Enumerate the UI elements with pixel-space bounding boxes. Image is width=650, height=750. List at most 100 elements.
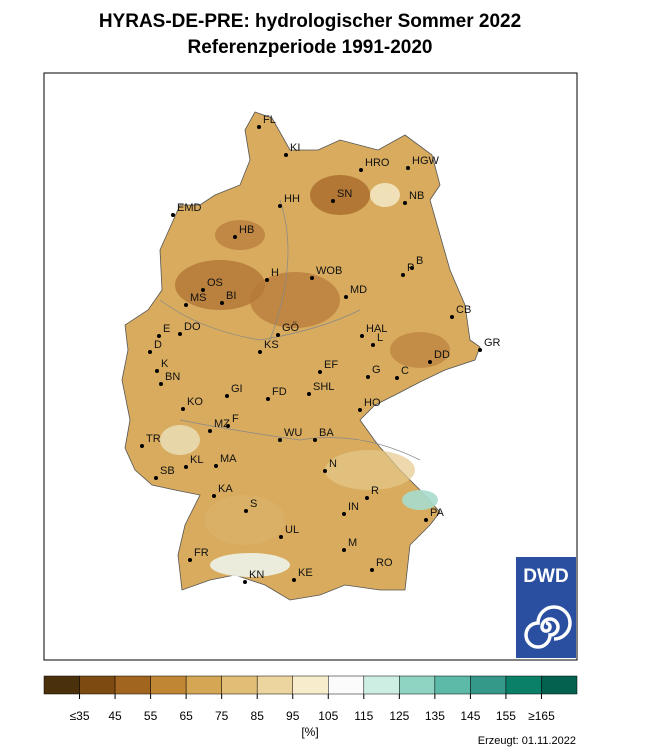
legend-swatch [399,675,436,695]
city-dot [244,509,248,513]
legend-swatch [150,675,187,695]
city-dot [370,568,374,572]
legend-swatch [185,675,222,695]
city-label: B [416,255,423,267]
city-label: F [232,413,239,425]
city-dot [212,494,216,498]
logo-text: DWD [523,566,568,587]
city-dot [265,278,269,282]
city-dot [225,394,229,398]
city-dot [181,407,185,411]
city-label: EMD [177,202,202,214]
legend-swatch [470,675,507,695]
city-label: SHL [313,381,334,393]
city-label: KO [187,396,203,408]
legend-unit: [%] [301,725,318,739]
city-dot [371,343,375,347]
city-label: E [163,323,170,335]
city-label: TR [146,433,161,445]
city-dot [331,199,335,203]
city-label: KE [298,567,313,579]
city-label: GR [484,337,501,349]
created-note: Erzeugt: 01.11.2022 [478,735,576,747]
legend-tick-label: 125 [389,709,409,723]
city-label: M [348,537,357,549]
city-label: OS [207,277,223,289]
city-label: L [377,332,383,344]
city-label: K [161,358,169,370]
city-dot [342,512,346,516]
city-label: MA [220,453,237,465]
city-label: KA [218,483,233,495]
city-label: MS [190,292,207,304]
city-dot [395,376,399,380]
city-dot [323,469,327,473]
city-label: BA [319,427,334,439]
city-dot [201,288,205,292]
city-dot [188,558,192,562]
city-dot [154,476,158,480]
city-label: C [401,365,409,377]
city-dot [148,350,152,354]
legend-swatch [256,675,293,695]
city-dot [401,273,405,277]
city-label: SN [337,188,352,200]
city-dot [276,333,280,337]
legend-swatch [79,675,116,695]
city-dot [278,438,282,442]
title-line: HYRAS-DE-PRE: hydrologischer Sommer 2022 [99,11,521,32]
city-label: MD [350,284,367,296]
city-dot [292,578,296,582]
city-dot [344,295,348,299]
city-dot [360,334,364,338]
city-dot [184,465,188,469]
legend-swatch [221,675,258,695]
city-label: KI [290,142,300,154]
legend-swatch [43,675,80,695]
city-dot [184,303,188,307]
city-dot [278,204,282,208]
legend-tick-label: ≤35 [70,709,90,723]
city-label: DD [434,349,450,361]
city-label: BI [226,290,236,302]
city-dot [171,213,175,217]
legend-tick-label: 145 [460,709,480,723]
city-label: R [371,485,379,497]
city-dot [342,548,346,552]
city-dot [358,408,362,412]
legend-tick-label: 45 [108,709,122,723]
legend-tick-label: 105 [318,709,338,723]
legend-tick-label: 75 [215,709,229,723]
city-label: GI [231,383,243,395]
city-label: NB [409,190,424,202]
legend-swatch [114,675,151,695]
city-dot [403,201,407,205]
legend-tick-label: 95 [286,709,300,723]
city-dot [310,276,314,280]
city-dot [406,166,410,170]
city-dot [243,580,247,584]
legend-tick-label: 85 [251,709,265,723]
city-label: H [271,267,279,279]
legend-tick-label: 55 [144,709,158,723]
city-dot [155,369,159,373]
city-label: P [407,262,414,274]
city-dot [307,392,311,396]
city-label: CB [456,304,471,316]
city-label: WOB [316,265,342,277]
city-dot [279,535,283,539]
city-dot [214,464,218,468]
city-dot [140,444,144,448]
legend-tick-label: ≥165 [528,709,555,723]
city-label: MZ [214,418,230,430]
city-label: HRO [365,157,390,169]
city-dot [178,332,182,336]
city-label: FD [272,386,287,398]
city-dot [284,153,288,157]
legend-swatch [541,675,578,695]
city-label: PA [430,507,445,519]
city-dot [410,266,414,270]
legend-tick-label: 115 [354,709,373,723]
